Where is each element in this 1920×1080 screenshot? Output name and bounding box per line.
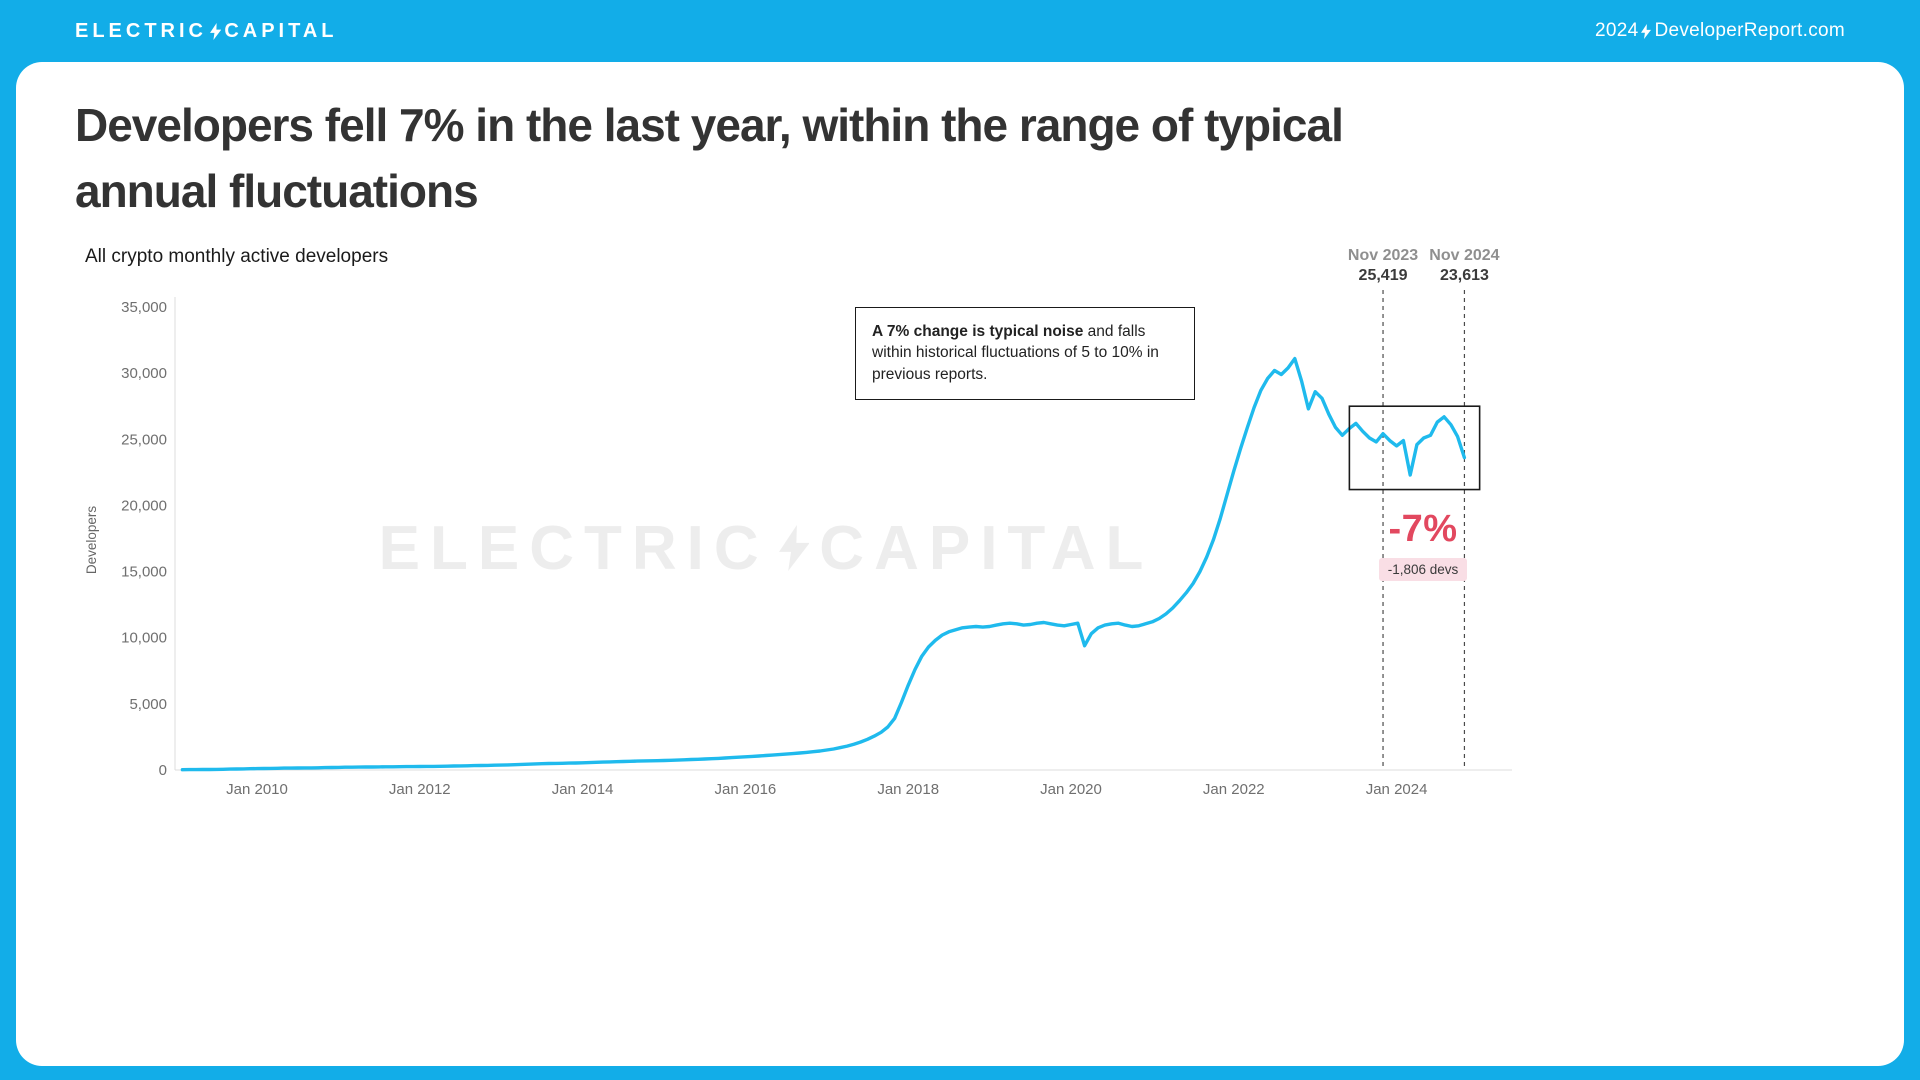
x-tick-label: Jan 2016 <box>715 781 777 798</box>
y-tick-label: 10,000 <box>121 630 167 647</box>
lightning-bolt-icon <box>1641 23 1652 39</box>
delta-percent: -7% <box>1388 508 1458 550</box>
y-tick-label: 30,000 <box>121 365 167 382</box>
report-site: DeveloperReport.com <box>1654 20 1845 41</box>
y-tick-label: 35,000 <box>121 299 167 316</box>
x-tick-label: Jan 2018 <box>877 781 939 798</box>
delta-devs-badge: -1,806 devs <box>1378 558 1468 581</box>
watermark-left: ELECTRIC <box>378 513 769 583</box>
report-card: Developers fell 7% in the last year, wit… <box>16 62 1904 1066</box>
x-tick-label: Jan 2010 <box>226 781 288 798</box>
marker-date-label: Nov 2023 <box>1348 247 1418 264</box>
note-box: A 7% change is typical noise and falls w… <box>855 307 1195 401</box>
marker-value-label: 23,613 <box>1440 267 1489 284</box>
chart-subtitle: All crypto monthly active developers <box>85 246 389 267</box>
y-axis-title: Developers <box>84 505 99 575</box>
y-tick-label: 20,000 <box>121 497 167 514</box>
recent-period-box <box>1348 405 1481 491</box>
marker-date-label: Nov 2024 <box>1429 247 1499 264</box>
note-box-text: and falls within historical fluctuations… <box>872 323 1159 383</box>
x-tick-label: Jan 2024 <box>1366 781 1428 798</box>
x-tick-label: Jan 2012 <box>389 781 451 798</box>
note-box-bold-text: A 7% change is typical noise <box>872 323 1084 340</box>
report-year: 2024 <box>1595 20 1639 41</box>
watermark: ELECTRIC CAPITAL <box>316 500 1216 596</box>
report-url[interactable]: 2024 DeveloperReport.com <box>1595 20 1845 42</box>
brand-logo: ELECTRIC CAPITAL <box>75 20 338 43</box>
developers-chart: 0 5,000 10,000 15,000 20,000 25,000 30,000 35,0… <box>100 240 1550 820</box>
watermark-right: CAPITAL <box>819 513 1154 583</box>
x-tick-label: Jan 2014 <box>552 781 614 798</box>
chart-canvas: 0 5,000 10,000 15,000 20,000 25,000 30,000 35,0… <box>121 247 1512 798</box>
page-title: Developers fell 7% in the last year, wit… <box>75 99 1344 218</box>
y-tick-label: 0 <box>159 762 167 779</box>
delta-annotation: -7% -1,806 devs <box>1338 508 1508 581</box>
y-tick-label: 15,000 <box>121 564 167 581</box>
brand-logo-right: CAPITAL <box>224 19 338 42</box>
marker-value-label: 25,419 <box>1359 267 1408 284</box>
y-tick-label: 5,000 <box>129 696 167 713</box>
x-tick-label: Jan 2020 <box>1040 781 1102 798</box>
developers-trend-line <box>180 356 1467 772</box>
y-tick-label: 25,000 <box>121 431 167 448</box>
x-tick-label: Jan 2022 <box>1203 781 1265 798</box>
top-bar: ELECTRIC CAPITAL 2024 DeveloperReport.co… <box>0 0 1920 62</box>
brand-logo-left: ELECTRIC <box>75 19 207 42</box>
lightning-bolt-icon <box>210 22 222 40</box>
lightning-bolt-icon <box>778 525 810 571</box>
